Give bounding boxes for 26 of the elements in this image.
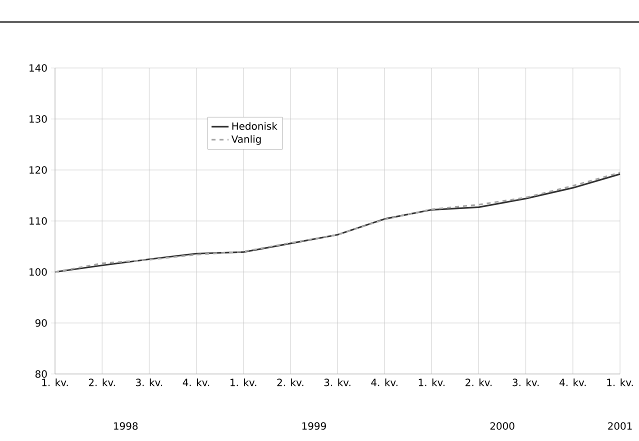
x-tick-label: 2. kv. xyxy=(88,378,115,386)
y-tick-label: 130 xyxy=(30,115,47,123)
x-tick-label: 2. kv. xyxy=(466,378,492,386)
legend-label: Vanlig xyxy=(231,135,261,145)
text: 1998 xyxy=(114,422,138,430)
x-tick-label: 1. kv. xyxy=(418,378,445,386)
x-tick-label: 1. kv. xyxy=(607,378,633,386)
x-tick-label: 1. kv. xyxy=(42,378,68,386)
x-tick-label: 3. kv. xyxy=(136,378,162,386)
x-tick-label: 1. kv. xyxy=(230,378,256,386)
y-tick-label: 80 xyxy=(35,370,47,378)
x-tick-label: 2. kv. xyxy=(277,378,304,386)
y-tick-label: 110 xyxy=(30,217,47,225)
legend-label: Hedonisk xyxy=(232,122,278,130)
y-tick-label: 140 xyxy=(30,64,47,72)
text: 2000 xyxy=(490,422,514,430)
x-tick-label: 4. kv. xyxy=(182,378,210,386)
x-tick-label: 3. kv. xyxy=(324,378,350,386)
text: 2001 xyxy=(608,422,632,430)
x-tick-label: 4. kv. xyxy=(371,378,398,386)
x-tick-label: 3. kv. xyxy=(512,378,539,386)
y-tick-label: 90 xyxy=(35,319,47,327)
y-tick-label: 100 xyxy=(30,268,47,276)
text: 1999 xyxy=(302,422,326,430)
y-tick-label: 120 xyxy=(30,166,47,174)
x-tick-label: 4. kv. xyxy=(560,378,586,386)
